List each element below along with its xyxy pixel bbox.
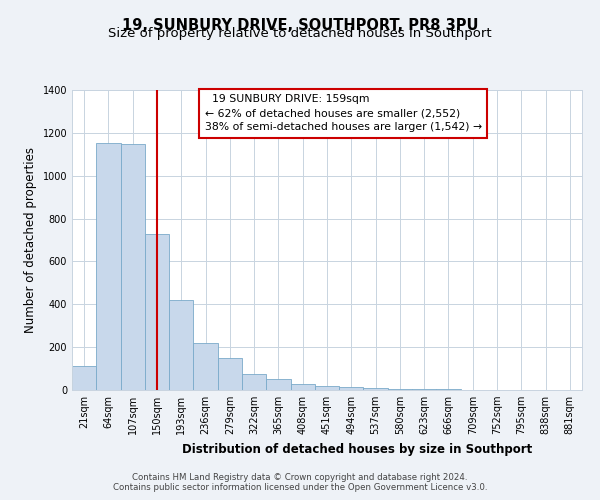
Text: Distribution of detached houses by size in Southport: Distribution of detached houses by size … bbox=[182, 442, 532, 456]
Bar bbox=[242, 374, 266, 390]
Text: Contains HM Land Registry data © Crown copyright and database right 2024.: Contains HM Land Registry data © Crown c… bbox=[132, 472, 468, 482]
Bar bbox=[96, 142, 121, 390]
Bar bbox=[121, 144, 145, 390]
Bar bbox=[193, 343, 218, 390]
Bar bbox=[266, 380, 290, 390]
Bar bbox=[72, 366, 96, 390]
Text: Contains public sector information licensed under the Open Government Licence v3: Contains public sector information licen… bbox=[113, 484, 487, 492]
Y-axis label: Number of detached properties: Number of detached properties bbox=[24, 147, 37, 333]
Bar bbox=[315, 386, 339, 390]
Bar bbox=[169, 300, 193, 390]
Bar bbox=[290, 384, 315, 390]
Text: 19, SUNBURY DRIVE, SOUTHPORT, PR8 3PU: 19, SUNBURY DRIVE, SOUTHPORT, PR8 3PU bbox=[122, 18, 478, 32]
Bar bbox=[218, 358, 242, 390]
Bar bbox=[388, 389, 412, 390]
Bar bbox=[145, 234, 169, 390]
Text: 19 SUNBURY DRIVE: 159sqm
← 62% of detached houses are smaller (2,552)
38% of sem: 19 SUNBURY DRIVE: 159sqm ← 62% of detach… bbox=[205, 94, 482, 132]
Bar bbox=[339, 387, 364, 390]
Bar bbox=[364, 388, 388, 390]
Text: Size of property relative to detached houses in Southport: Size of property relative to detached ho… bbox=[108, 28, 492, 40]
